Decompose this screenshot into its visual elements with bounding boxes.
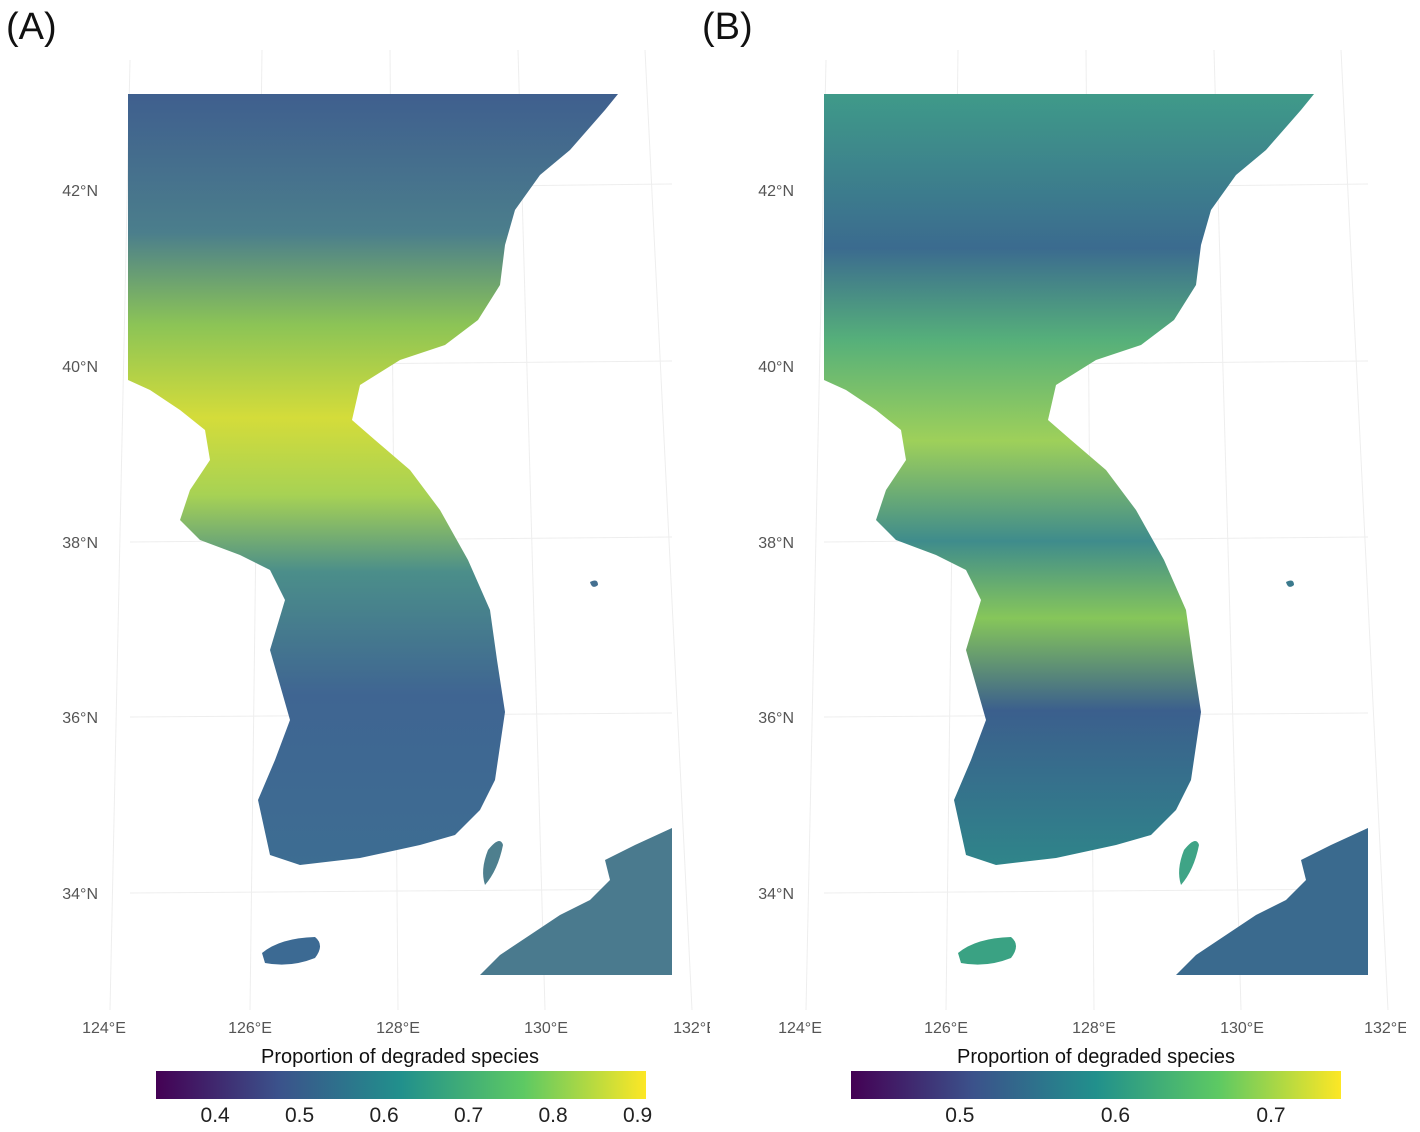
lon-tick: 124°E bbox=[778, 1020, 822, 1037]
east-islet bbox=[1286, 580, 1294, 587]
lat-tick: 34°N bbox=[758, 886, 794, 903]
colorbar-tick-label: 0.5 bbox=[945, 1104, 975, 1127]
east-islet bbox=[590, 580, 598, 587]
lat-tick: 38°N bbox=[758, 535, 794, 552]
lon-tick-labels: 124°E 126°E 128°E 130°E 132°E bbox=[82, 1020, 710, 1037]
lat-tick-labels: 42°N 40°N 38°N 36°N 34°N bbox=[758, 183, 794, 903]
lon-tick: 128°E bbox=[1072, 1020, 1116, 1037]
lat-tick: 42°N bbox=[62, 183, 98, 200]
colorbar-tick-label: 0.9 bbox=[622, 1104, 653, 1127]
colorbar-tick-label: 0.5 bbox=[285, 1104, 315, 1127]
colorbar-tick-label: 0.7 bbox=[1256, 1104, 1286, 1127]
map-b: 42°N 40°N 38°N 36°N 34°N 124°E 126°E 128… bbox=[758, 49, 1406, 1037]
panel-label: (A) bbox=[6, 6, 57, 48]
colorbar bbox=[156, 1071, 646, 1099]
legend-title: Proportion of degraded species bbox=[261, 1046, 539, 1068]
lat-tick: 34°N bbox=[62, 886, 98, 903]
lon-tick: 132°E bbox=[673, 1020, 710, 1037]
colorbar-tick-label: 0.6 bbox=[1100, 1104, 1131, 1127]
colorbar-tick-label: 0.7 bbox=[453, 1104, 484, 1127]
lat-tick-labels: 42°N 40°N 38°N 36°N 34°N bbox=[62, 183, 98, 903]
kyushu-coast bbox=[480, 828, 672, 975]
korean-peninsula bbox=[128, 94, 618, 865]
lon-tick: 130°E bbox=[1220, 1020, 1264, 1037]
colorbar-tick-label: 0.4 bbox=[200, 1104, 230, 1127]
panel-label: (B) bbox=[702, 6, 753, 48]
lon-tick: 132°E bbox=[1364, 1020, 1406, 1037]
lat-tick: 40°N bbox=[758, 359, 794, 376]
lat-tick: 36°N bbox=[62, 710, 98, 727]
panel-a: (A) bbox=[6, 6, 710, 1127]
tsushima bbox=[483, 841, 503, 885]
lat-tick: 38°N bbox=[62, 535, 98, 552]
lon-tick: 126°E bbox=[228, 1020, 272, 1037]
colorbar-tick-label: 0.6 bbox=[369, 1104, 399, 1127]
lon-tick: 124°E bbox=[82, 1020, 126, 1037]
panel-b: (B) bbox=[696, 0, 1406, 1132]
korean-peninsula bbox=[824, 94, 1314, 865]
lon-tick: 130°E bbox=[524, 1020, 568, 1037]
jeju-island bbox=[262, 937, 320, 965]
kyushu-coast bbox=[1176, 828, 1368, 975]
lon-tick: 126°E bbox=[924, 1020, 968, 1037]
lon-tick-labels: 124°E 126°E 128°E 130°E 132°E bbox=[778, 1020, 1406, 1037]
colorbar-tick-label: 0.8 bbox=[538, 1104, 568, 1127]
tsushima bbox=[1179, 841, 1199, 885]
lon-tick: 128°E bbox=[376, 1020, 420, 1037]
colorbar bbox=[851, 1071, 1341, 1099]
map-a: 42°N 40°N 38°N 36°N 34°N 124°E 126°E 128… bbox=[62, 49, 710, 1037]
lat-tick: 40°N bbox=[62, 359, 98, 376]
legend-title: Proportion of degraded species bbox=[957, 1046, 1235, 1068]
lat-tick: 36°N bbox=[758, 710, 794, 727]
jeju-island bbox=[958, 937, 1016, 965]
lat-tick: 42°N bbox=[758, 183, 794, 200]
